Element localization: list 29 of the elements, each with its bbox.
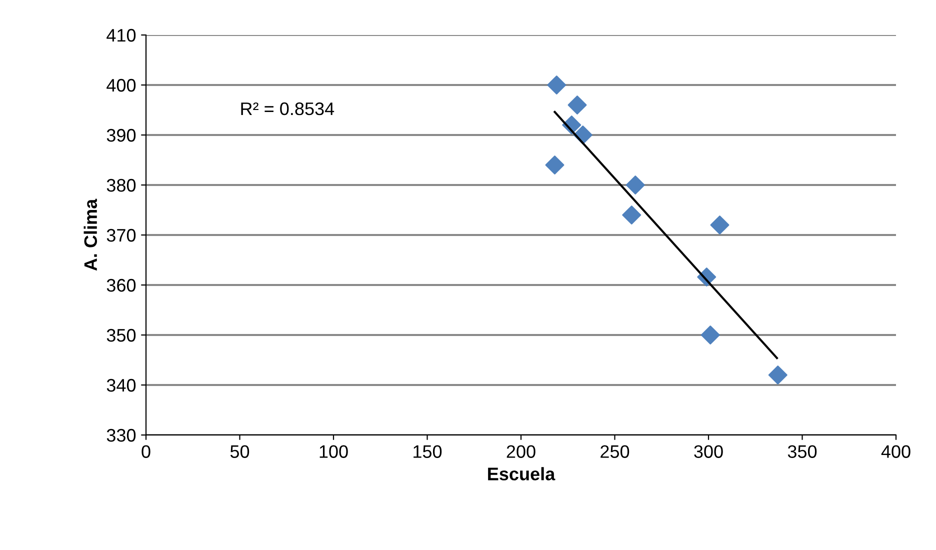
annotation: R² = 0.8534 (241, 102, 334, 116)
y-tick-label: 370 (106, 228, 136, 242)
point (626, 176, 645, 194)
y-tick-label: 380 (106, 178, 136, 192)
y-tick-label: 350 (106, 328, 136, 342)
y-axis-title: A. Clima (84, 198, 98, 271)
y-tick-label: 390 (106, 128, 136, 142)
point (545, 156, 564, 174)
x-tick-label: 250 (600, 445, 630, 458)
point (622, 206, 642, 224)
x-tick-label: 50 (230, 445, 250, 458)
x-tick-label: 400 (881, 445, 910, 458)
x-tick-label: 0 (142, 445, 150, 458)
x-tick-label: 150 (414, 445, 442, 458)
point (547, 76, 566, 94)
point (700, 326, 720, 344)
y-tick-label: 360 (106, 278, 136, 292)
y-tick-label: 330 (106, 428, 136, 442)
y-tick-label: 410 (106, 28, 136, 42)
y-tick-label: 400 (106, 78, 136, 92)
x-tick-label: 100 (320, 445, 348, 458)
y-tick-label: 340 (106, 378, 136, 392)
x-tick-label: 350 (788, 445, 817, 458)
x-tick-label: 300 (694, 445, 723, 458)
x-axis-title: Escuela (488, 467, 556, 480)
point (710, 216, 730, 234)
x-tick-label: 200 (506, 445, 536, 458)
point (768, 366, 788, 384)
point (568, 96, 587, 114)
